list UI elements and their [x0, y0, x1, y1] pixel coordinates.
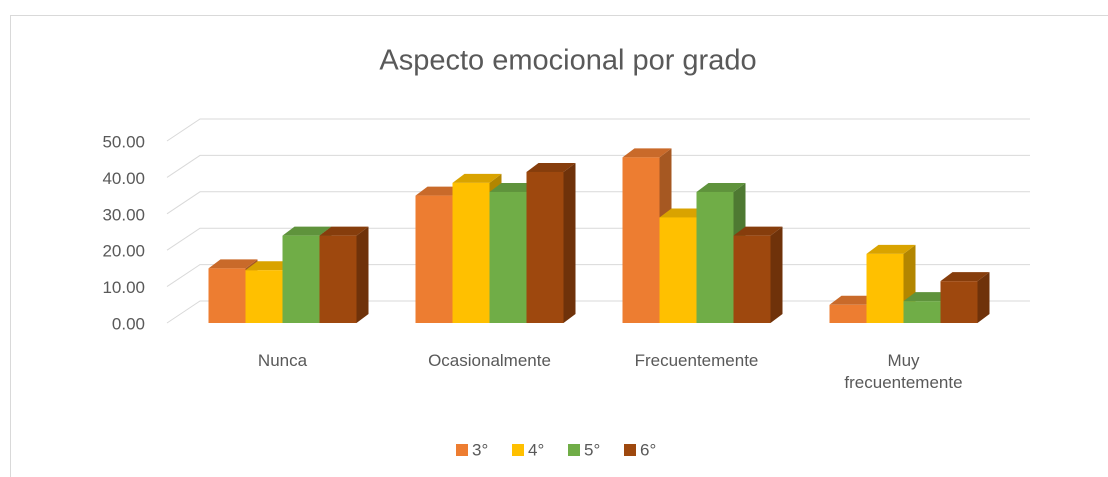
y-tick-label: 0.00	[112, 314, 145, 333]
bar-front	[208, 268, 246, 323]
bar-side	[977, 272, 990, 323]
bar-top	[940, 272, 990, 282]
bar-top	[696, 182, 746, 192]
legend-swatch	[512, 444, 524, 456]
bar-front	[319, 235, 357, 323]
y-tick-label: 20.00	[102, 242, 145, 261]
legend-label: 5°	[584, 440, 600, 459]
bar	[940, 272, 990, 323]
bar-front	[866, 253, 904, 323]
bar-front	[903, 301, 941, 323]
bar	[526, 162, 576, 323]
bar-top	[489, 182, 539, 192]
legend-swatch	[624, 444, 636, 456]
bar-top	[452, 173, 502, 183]
legend-label: 4°	[528, 440, 544, 459]
chart-title: Aspecto emocional por grado	[379, 45, 756, 77]
bar-front	[733, 235, 771, 323]
y-tick-label: 40.00	[102, 169, 145, 188]
bar-top	[245, 261, 295, 271]
bar-top	[622, 148, 672, 158]
bar-front	[940, 281, 978, 323]
bar-front	[415, 195, 453, 323]
bar-top	[208, 259, 258, 269]
y-tick-label: 10.00	[102, 278, 145, 297]
chart-border	[10, 15, 1108, 477]
legend-swatch	[456, 444, 468, 456]
bar-top	[733, 226, 783, 236]
x-tick-label: Frecuentemente	[634, 351, 759, 370]
bar-top	[866, 244, 916, 254]
bar-front	[282, 235, 320, 323]
bar-front	[452, 182, 490, 323]
grid-line	[166, 191, 1030, 215]
bar-top	[903, 292, 953, 302]
x-tick-label: Muy frecuentemente	[844, 351, 963, 392]
bar-front	[489, 191, 527, 323]
grid-line	[166, 118, 1030, 142]
bar-top	[319, 226, 369, 236]
bar-top	[282, 226, 332, 236]
legend-swatch	[568, 444, 580, 456]
bar	[733, 226, 783, 323]
bar-front	[829, 304, 867, 323]
bar-top	[829, 295, 879, 305]
bar-side	[563, 162, 576, 323]
bar-front	[526, 171, 564, 323]
y-tick-label: 50.00	[102, 132, 145, 151]
bar-front	[696, 191, 734, 323]
bar-front	[245, 270, 283, 323]
grid-line	[166, 154, 1030, 178]
bar-top	[526, 162, 576, 172]
x-tick-label: Nunca	[257, 351, 308, 370]
legend-label: 6°	[640, 440, 656, 459]
bar-front	[622, 157, 660, 323]
bar-side	[356, 226, 369, 323]
x-tick-label: Ocasionalmente	[428, 351, 551, 370]
bar-front	[659, 217, 697, 323]
y-tick-label: 30.00	[102, 205, 145, 224]
bar-top	[659, 208, 709, 218]
bar-side	[770, 226, 783, 323]
bar-top	[415, 186, 465, 196]
bar	[319, 226, 369, 323]
legend-label: 3°	[472, 440, 488, 459]
